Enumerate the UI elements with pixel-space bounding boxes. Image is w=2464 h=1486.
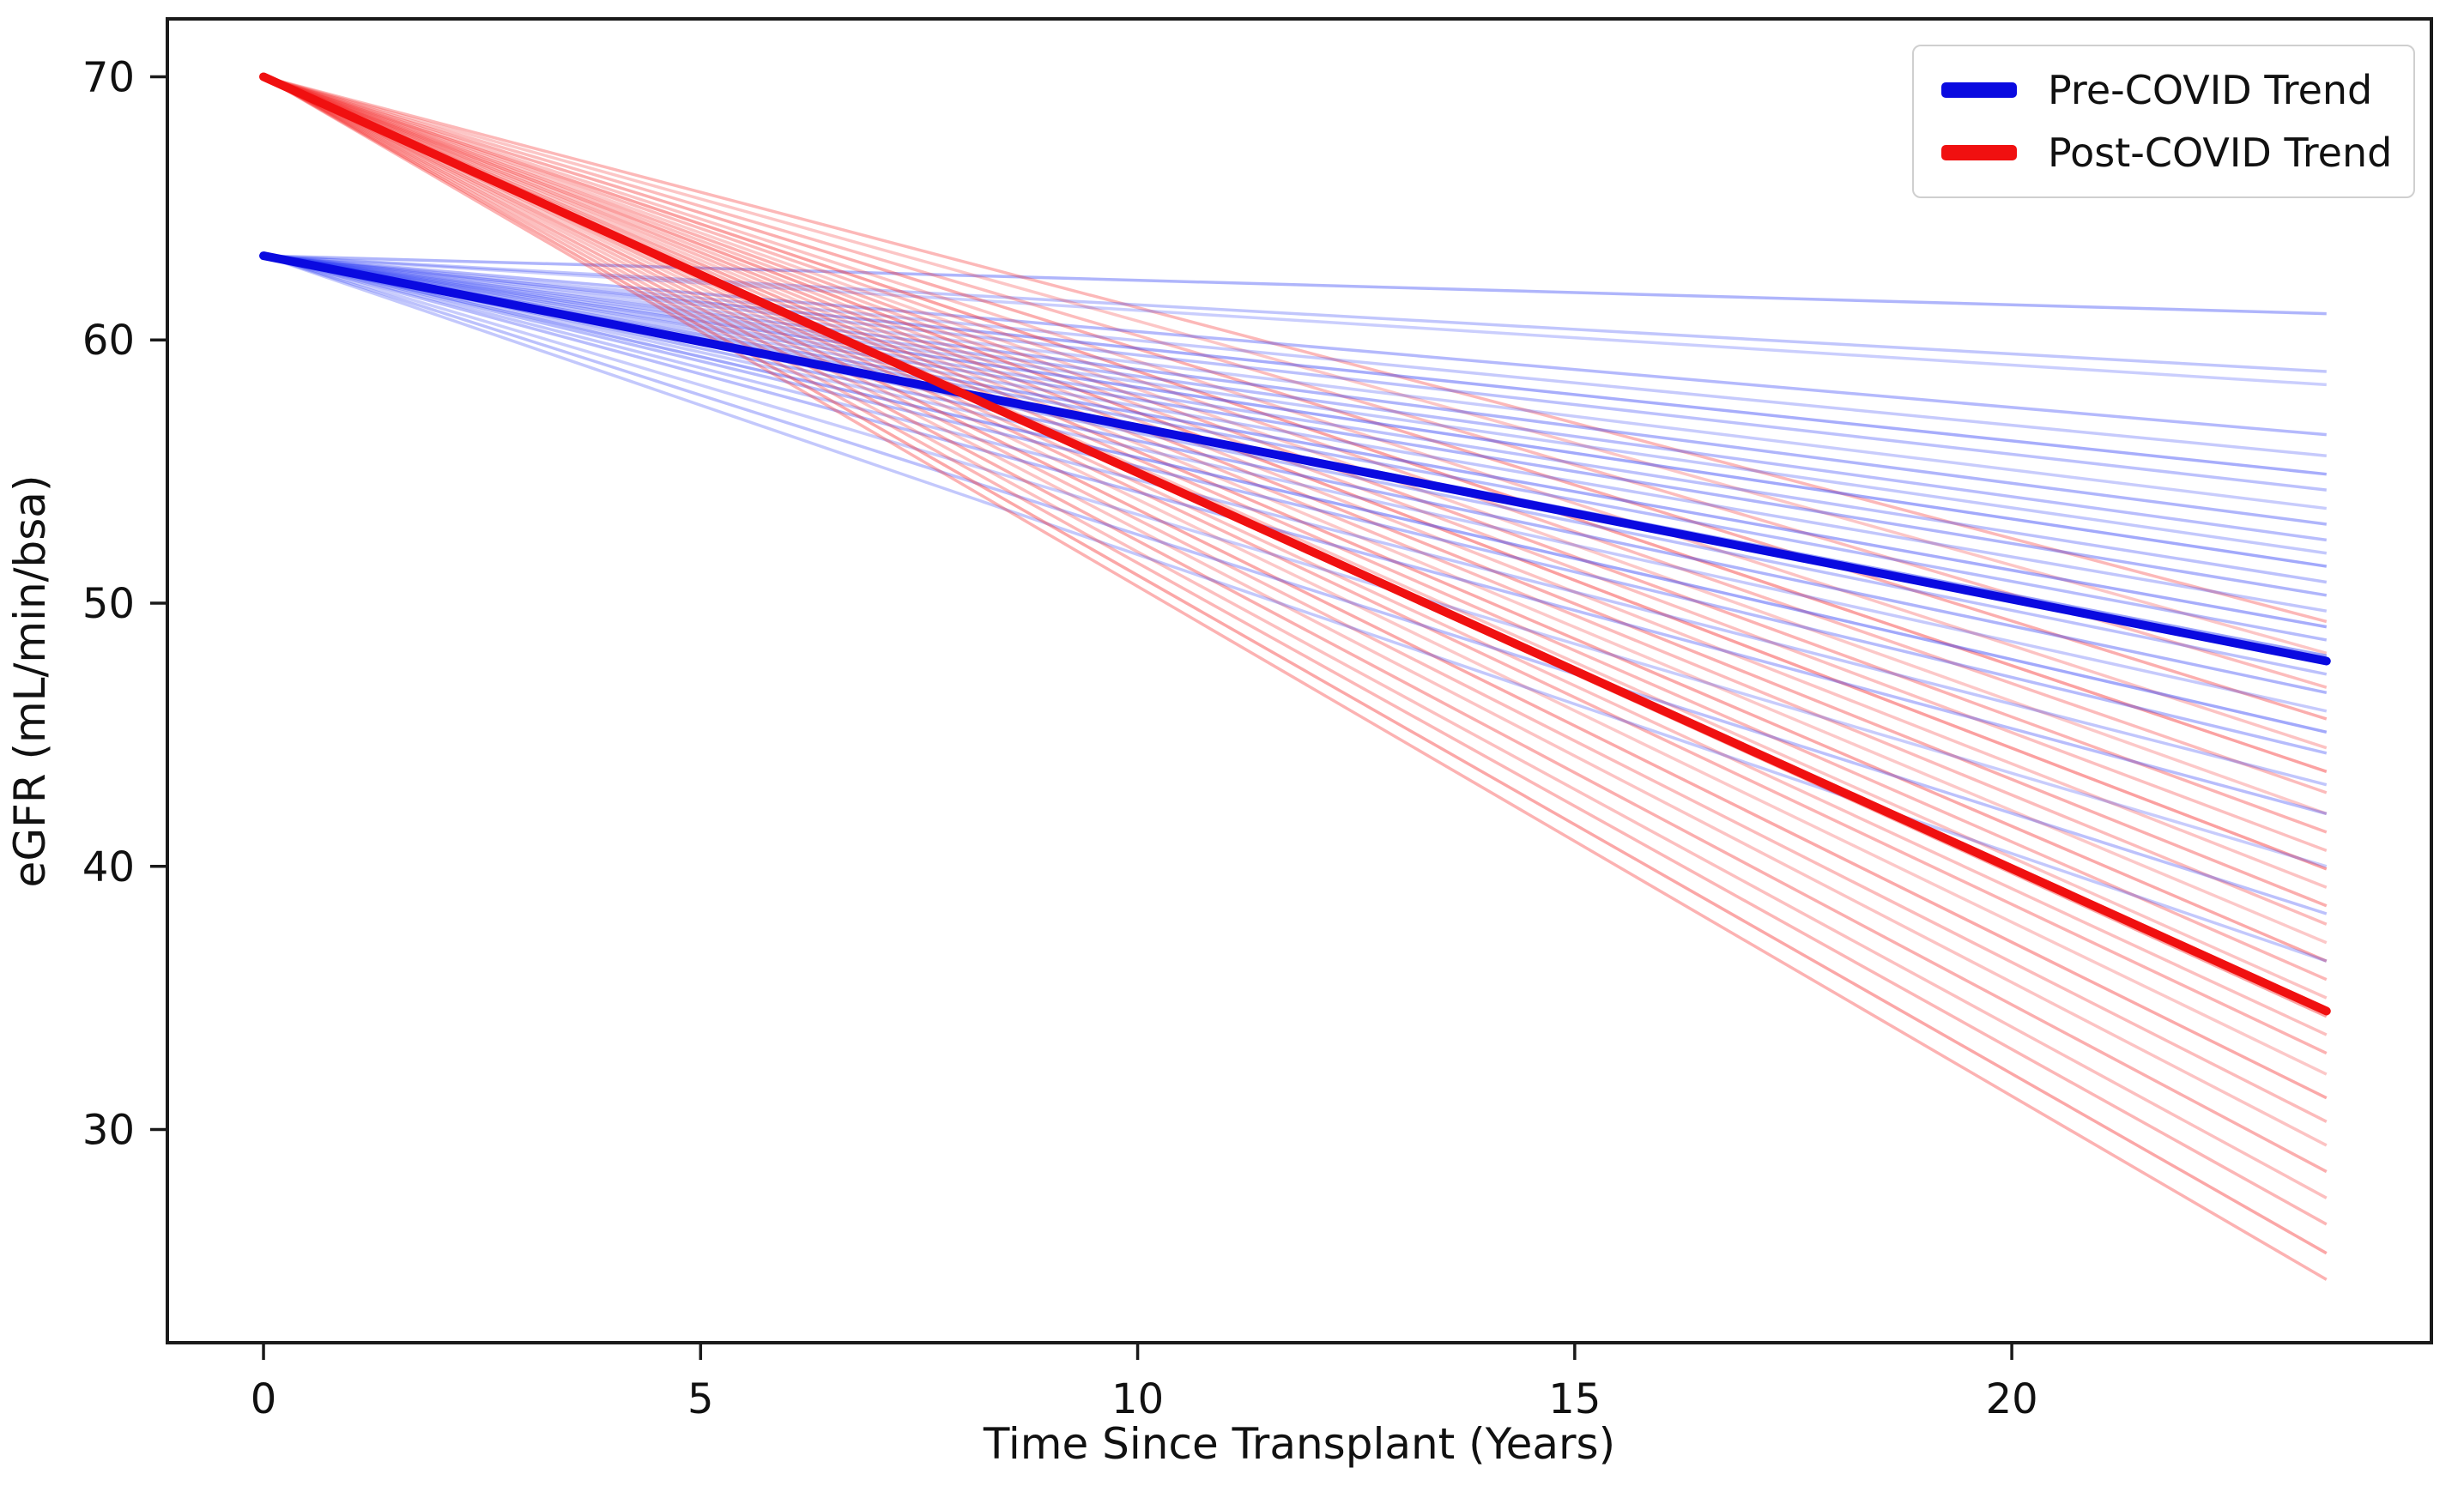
x-tick-label: 20 <box>1986 1375 2038 1423</box>
post-covid-trajectory-line <box>263 75 2328 750</box>
pre-covid-trajectory-line <box>263 254 2328 584</box>
x-tick-label: 15 <box>1548 1375 1601 1423</box>
pre-covid-trajectory-line <box>263 254 2328 695</box>
plot-spines <box>166 17 2433 1344</box>
post-covid-trajectory-line <box>263 75 2328 773</box>
pre-covid-trajectory-line <box>263 254 2327 492</box>
legend-label-post-covid: Post-COVID Trend <box>2048 129 2393 176</box>
legend-item-post-covid: Post-COVID Trend <box>1941 130 2392 175</box>
pre-covid-trajectory-line <box>263 254 2328 526</box>
trajectory-lines-layer <box>263 75 2328 1281</box>
pre-covid-trajectory-line <box>263 254 2327 510</box>
x-tick-label: 5 <box>687 1375 714 1423</box>
post-covid-trajectory-line <box>263 75 2328 1281</box>
post-covid-trajectory-line <box>263 75 2328 1226</box>
pre-covid-trajectory-line <box>263 254 2327 387</box>
y-axis-label: eGFR (mL/min/bsa) <box>5 475 55 888</box>
pre-covid-trajectory-line <box>263 254 2328 613</box>
pre-covid-trajectory-line <box>263 254 2328 816</box>
pre-covid-trajectory-line <box>263 254 2328 568</box>
pre-covid-trajectory-line <box>263 254 2327 373</box>
x-tick-label: 0 <box>251 1375 277 1423</box>
post-covid-trajectory-line <box>263 75 2328 1147</box>
post-covid-trajectory-line <box>263 75 2328 908</box>
pre-covid-trajectory-line <box>263 254 2327 316</box>
x-axis-label: Time Since Transplant (Years) <box>983 1419 1615 1469</box>
legend-label-pre-covid: Pre-COVID Trend <box>2048 67 2373 113</box>
pre-covid-trajectory-line <box>263 254 2328 868</box>
pre-covid-trend-line <box>259 251 2331 666</box>
pre-covid-trajectory-line <box>263 254 2328 542</box>
post-covid-trajectory-line <box>263 75 2328 889</box>
pre-covid-trajectory-line <box>263 254 2327 457</box>
pre-covid-trajectory-line <box>263 254 2328 915</box>
post-covid-trajectory-line <box>263 75 2328 624</box>
pre-covid-trajectory-line <box>263 254 2328 963</box>
post-covid-trajectory-line <box>263 75 2328 871</box>
post-covid-trajectory-line <box>263 75 2328 655</box>
post-covid-trajectory-line <box>263 75 2328 852</box>
trend-lines-layer <box>259 72 2331 1016</box>
post-covid-trajectory-line <box>263 75 2328 794</box>
post-covid-trajectory-line <box>263 75 2328 1100</box>
pre-covid-trajectory-line <box>263 254 2328 597</box>
y-tick-label: 30 <box>82 1107 135 1155</box>
post-covid-trajectory-line <box>263 75 2328 816</box>
pre-covid-trajectory-line <box>263 254 2328 555</box>
pre-covid-trajectory-line <box>263 254 2328 787</box>
post-covid-trajectory-line <box>263 75 2328 1076</box>
post-covid-trend-swatch <box>1941 144 2017 160</box>
legend-item-pre-covid: Pre-COVID Trend <box>1941 69 2386 112</box>
pre-covid-trajectory-line <box>263 254 2328 734</box>
legend: Pre-COVID Trend Post-COVID Trend <box>1912 45 2415 199</box>
post-covid-trend-line <box>259 72 2331 1016</box>
y-tick-label: 40 <box>82 843 135 891</box>
x-tick-label: 10 <box>1111 1375 1164 1423</box>
y-tick-label: 50 <box>82 580 135 628</box>
post-covid-trajectory-line <box>263 75 2328 982</box>
post-covid-trajectory-line <box>263 75 2328 1255</box>
post-covid-trajectory-line <box>263 75 2328 926</box>
pre-covid-trajectory-line <box>263 254 2327 476</box>
axes-layer: 0 5 10 15 20 30 40 50 60 70 <box>82 17 2433 1423</box>
post-covid-trajectory-line <box>263 75 2328 963</box>
post-covid-trajectory-line <box>263 75 2328 1123</box>
post-covid-trajectory-line <box>263 75 2328 945</box>
pre-covid-trajectory-line <box>263 254 2328 755</box>
y-tick-label: 70 <box>82 53 135 101</box>
post-covid-trajectory-line <box>263 75 2328 721</box>
pre-covid-trajectory-line <box>263 254 2327 437</box>
post-covid-trajectory-line <box>263 75 2328 1055</box>
post-covid-trajectory-line <box>263 75 2328 1199</box>
pre-covid-trend-swatch <box>1941 82 2017 99</box>
pre-covid-trajectory-line <box>263 254 2328 713</box>
post-covid-trajectory-line <box>263 75 2328 1174</box>
pre-covid-trajectory-line <box>263 254 2328 629</box>
y-tick-label: 60 <box>82 317 135 365</box>
post-covid-trajectory-line <box>263 75 2328 689</box>
